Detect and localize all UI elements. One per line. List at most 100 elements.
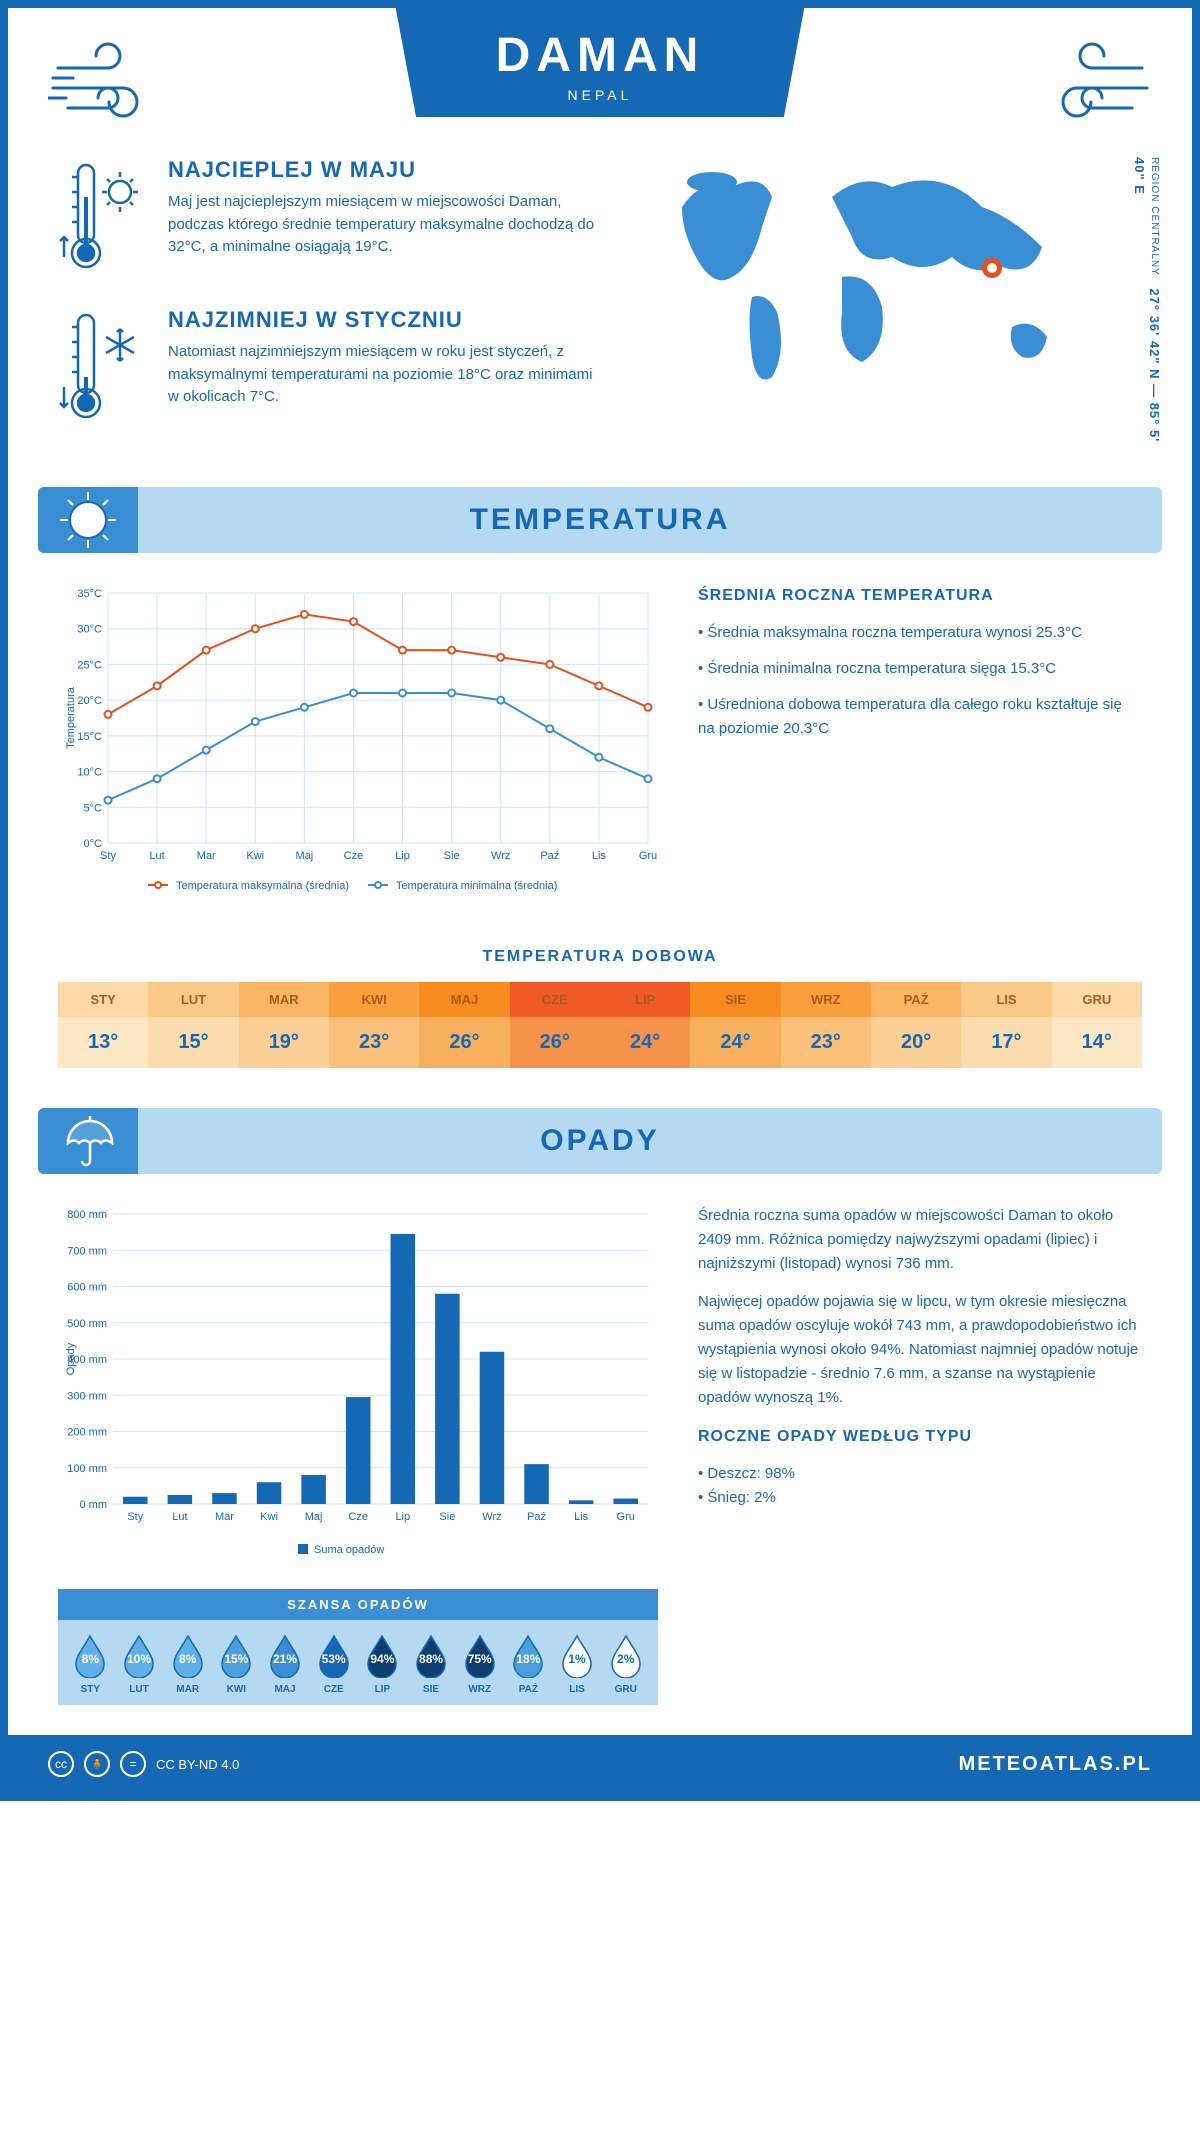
wind-icon-left: [48, 38, 168, 128]
daily-value: 14°: [1052, 1017, 1142, 1068]
daily-temp-cell: GRU14°: [1052, 982, 1142, 1068]
license-text: CC BY-ND 4.0: [156, 1757, 239, 1772]
svg-text:Gru: Gru: [617, 1511, 635, 1523]
precip-types-title: ROCZNE OPADY WEDŁUG TYPU: [698, 1424, 1142, 1450]
svg-text:600 mm: 600 mm: [67, 1282, 107, 1294]
svg-text:Temperatura: Temperatura: [65, 686, 77, 749]
daily-temp-cell: STY13°: [58, 982, 148, 1068]
temp-bullet: Uśredniona dobowa temperatura dla całego…: [698, 693, 1142, 741]
footer-site: METEOATLAS.PL: [959, 1753, 1152, 1776]
daily-month: STY: [58, 982, 148, 1017]
svg-text:Lut: Lut: [149, 850, 164, 862]
daily-temp-cell: SIE24°: [690, 982, 780, 1068]
daily-temp-cell: LIP24°: [600, 982, 690, 1068]
svg-text:Lis: Lis: [592, 850, 607, 862]
coldest-block: NAJZIMNIEJ W STYCZNIU Natomiast najzimni…: [58, 307, 602, 427]
daily-month: MAJ: [419, 982, 509, 1017]
svg-text:20°C: 20°C: [77, 695, 102, 707]
daily-temp-cell: PAŹ20°: [871, 982, 961, 1068]
svg-text:800 mm: 800 mm: [67, 1209, 107, 1221]
sun-tab-icon: [38, 487, 138, 553]
svg-text:Mar: Mar: [215, 1511, 234, 1523]
svg-text:0 mm: 0 mm: [80, 1499, 108, 1511]
daily-month: MAR: [239, 982, 329, 1017]
svg-text:25°C: 25°C: [77, 659, 102, 671]
svg-text:Temperatura maksymalna (średni: Temperatura maksymalna (średnia): [176, 880, 349, 892]
svg-text:300 mm: 300 mm: [67, 1390, 107, 1402]
daily-temp-title: TEMPERATURA DOBOWA: [8, 948, 1192, 966]
svg-text:Lut: Lut: [172, 1511, 187, 1523]
coldest-text: Natomiast najzimniejszym miesiącem w rok…: [168, 341, 602, 409]
svg-text:Opady: Opady: [65, 1342, 77, 1375]
svg-text:Wrz: Wrz: [482, 1511, 501, 1523]
by-icon: 🧍: [84, 1751, 110, 1777]
svg-text:Cze: Cze: [344, 850, 364, 862]
map-col: REGION CENTRALNY 27° 36' 42" N — 85° 5' …: [642, 157, 1142, 457]
chance-drop: 1%LIS: [553, 1634, 602, 1695]
svg-text:Maj: Maj: [305, 1511, 323, 1523]
header: DAMAN NEPAL: [8, 8, 1192, 147]
temp-bullet: Średnia minimalna roczna temperatura się…: [698, 657, 1142, 681]
daily-month: LUT: [148, 982, 238, 1017]
chance-body: 8%STY 10%LUT 8%MAR 15%KWI 21%MAJ 53%CZE …: [58, 1620, 658, 1705]
svg-text:500 mm: 500 mm: [67, 1318, 107, 1330]
svg-text:30°C: 30°C: [77, 624, 102, 636]
precip-text-2: Najwięcej opadów pojawia się w lipcu, w …: [698, 1290, 1142, 1410]
daily-month: PAŹ: [871, 982, 961, 1017]
precip-types-list: Deszcz: 98%Śnieg: 2%: [698, 1462, 1142, 1510]
svg-text:5°C: 5°C: [84, 802, 103, 814]
temperature-bullets: Średnia maksymalna roczna temperatura wy…: [698, 621, 1142, 741]
svg-text:Lip: Lip: [395, 1511, 410, 1523]
infographic-page: DAMAN NEPAL: [0, 0, 1200, 1801]
location-marker: [982, 258, 1002, 278]
daily-month: WRZ: [781, 982, 871, 1017]
daily-month: KWI: [329, 982, 419, 1017]
svg-text:Kwi: Kwi: [246, 850, 264, 862]
svg-text:Paź: Paź: [527, 1511, 546, 1523]
svg-text:Kwi: Kwi: [260, 1511, 278, 1523]
daily-value: 24°: [600, 1017, 690, 1068]
region-label: REGION CENTRALNY: [1149, 157, 1160, 276]
daily-value: 19°: [239, 1017, 329, 1068]
precipitation-chance-panel: SZANSA OPADÓW 8%STY 10%LUT 8%MAR 15%KWI …: [58, 1589, 658, 1705]
chance-drop: 8%STY: [66, 1634, 115, 1695]
svg-text:10°C: 10°C: [77, 767, 102, 779]
chance-drop: 8%MAR: [163, 1634, 212, 1695]
footer-license: cc 🧍 = CC BY-ND 4.0: [48, 1751, 239, 1777]
daily-month: CZE: [510, 982, 600, 1017]
daily-temp-cell: LIS17°: [961, 982, 1051, 1068]
temperature-line-chart: 0°C5°C10°C15°C20°C25°C30°C35°CStyLutMarK…: [58, 583, 658, 903]
temperature-title: TEMPERATURA: [38, 503, 1162, 537]
precipitation-content: 0 mm100 mm200 mm300 mm400 mm500 mm600 mm…: [8, 1174, 1192, 1735]
temperature-chart-col: 0°C5°C10°C15°C20°C25°C30°C35°CStyLutMarK…: [58, 583, 658, 908]
svg-text:Sty: Sty: [100, 850, 116, 862]
precip-type-item: Deszcz: 98%: [698, 1462, 1142, 1486]
world-map-svg: [642, 157, 1102, 397]
chance-drop: 75%WRZ: [455, 1634, 504, 1695]
temperature-content: 0°C5°C10°C15°C20°C25°C30°C35°CStyLutMarK…: [8, 553, 1192, 938]
coldest-title: NAJZIMNIEJ W STYCZNIU: [168, 307, 602, 333]
precipitation-section-header: OPADY: [38, 1108, 1162, 1174]
precipitation-chart-col: 0 mm100 mm200 mm300 mm400 mm500 mm600 mm…: [58, 1204, 658, 1705]
chance-drop: 15%KWI: [212, 1634, 261, 1695]
intro-text-col: NAJCIEPLEJ W MAJU Maj jest najcieplejszy…: [58, 157, 602, 457]
daily-month: GRU: [1052, 982, 1142, 1017]
svg-text:Paź: Paź: [540, 850, 559, 862]
chance-drop: 21%MAJ: [261, 1634, 310, 1695]
svg-text:200 mm: 200 mm: [67, 1427, 107, 1439]
city-name: DAMAN: [496, 28, 705, 83]
footer: cc 🧍 = CC BY-ND 4.0 METEOATLAS.PL: [8, 1735, 1192, 1793]
svg-text:Cze: Cze: [348, 1511, 368, 1523]
country-name: NEPAL: [496, 87, 705, 103]
nd-icon: =: [120, 1751, 146, 1777]
svg-text:0°C: 0°C: [84, 838, 103, 850]
daily-temp-cell: LUT15°: [148, 982, 238, 1068]
daily-month: LIS: [961, 982, 1051, 1017]
daily-value: 23°: [781, 1017, 871, 1068]
svg-text:35°C: 35°C: [77, 588, 102, 600]
umbrella-tab-icon: [38, 1108, 138, 1174]
annual-temp-title: ŚREDNIA ROCZNA TEMPERATURA: [698, 583, 1142, 609]
daily-value: 26°: [419, 1017, 509, 1068]
temp-bullet: Średnia maksymalna roczna temperatura wy…: [698, 621, 1142, 645]
precipitation-bar-chart: 0 mm100 mm200 mm300 mm400 mm500 mm600 mm…: [58, 1204, 658, 1564]
